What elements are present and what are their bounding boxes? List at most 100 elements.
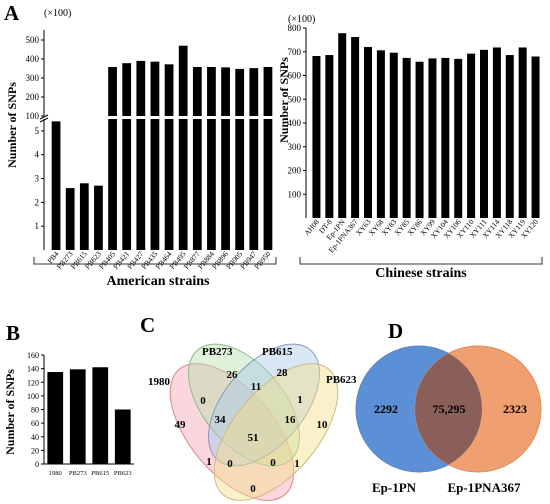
bar [51,121,61,250]
x-tick-label: PB623 [114,470,132,477]
panel-c-letter: C [140,313,155,337]
bar [376,50,385,219]
tick-label: 3 [35,174,40,184]
tick-label: 300 [26,73,40,83]
venn-c-region-value: 0 [227,458,233,470]
panel-a-right-ticks: 100 200 300 400 500 600 700 800 [288,23,307,218]
bar [351,37,360,219]
venn-c-region-value: 1 [206,456,212,468]
bar [94,185,103,250]
bar [263,119,273,250]
bar [249,119,259,250]
bar [531,56,540,218]
bar [114,409,131,464]
bar [454,58,463,218]
tick-label: 700 [288,47,302,57]
tick-label: 100 [26,111,40,121]
venn-c-region-value: 0 [200,395,206,407]
bar [312,56,321,219]
panel-a-right-ylabel: Number of SNPs [277,57,291,143]
bar [389,52,398,219]
bar [505,55,514,219]
panel-a-right-multiplier: (×100) [288,14,315,25]
panel-a-left-multiplier: (×100) [44,8,71,19]
bar [235,119,245,250]
bar [441,57,450,218]
tick-label: 600 [288,71,302,81]
tick-label: 500 [288,94,302,104]
bar [192,119,202,250]
tick-label: 300 [288,142,302,152]
x-tick-label: 1980 [49,470,62,477]
bar [492,47,501,218]
bar [235,68,245,116]
tick-label: 200 [26,92,40,102]
bar [47,372,64,464]
venn-d-only-left: 2292 [374,402,398,416]
bar [207,66,216,116]
bar [178,45,188,117]
bar [518,47,527,218]
venn-c-region-value: 11 [251,381,261,393]
venn-c-set-1980: 1980 [148,376,171,388]
venn-c-region-value: 26 [227,369,239,381]
panel-a-left-bars [51,45,273,250]
bar [249,68,259,116]
bar [207,119,216,250]
bar [108,119,117,250]
tick-label: 80 [31,406,39,415]
bar [364,47,372,218]
venn-c-region-value: 1 [294,458,300,470]
bar [338,33,347,218]
venn-c-ellipse-1980 [169,363,295,501]
venn-c-ellipse-pb623 [213,363,339,501]
panel-a-letter: A [4,1,20,25]
venn-c-region-value: 49 [175,419,187,431]
venn-d-label-ep1pna367: Ep-1PNA367 [448,480,521,495]
group-bracket-american: American strains [33,257,277,289]
bar [263,66,273,116]
venn-c-ellipse-pb615 [207,343,321,467]
venn-c-set-pb623: PB623 [326,374,357,386]
tick-label: 800 [288,23,302,33]
bar [122,119,132,250]
bar [325,55,334,219]
bar [108,66,117,116]
bar [192,66,202,116]
venn-c-set-pb615: PB615 [262,346,293,358]
venn-d-overlap [415,346,482,472]
panel-b-letter: B [6,321,20,345]
axis-break-mark [39,114,49,120]
venn-c-region-value: 51 [248,432,259,444]
panel-b-xticklabels: 1980 PB273 PB615 PB623 [49,470,132,477]
venn-c-region-value: 10 [317,419,329,431]
group-label-chinese: Chinese strains [375,266,467,281]
tick-label: 140 [27,365,39,374]
tick-label: 0 [35,460,39,469]
venn-c-region-value: 0 [250,483,256,495]
tick-label: 5 [35,126,40,136]
x-tick-label: PB615 [91,470,109,477]
tick-label: 200 [288,166,302,176]
bar [136,60,146,116]
tick-label: 2 [35,197,40,207]
bar [221,67,230,116]
venn-d-shared: 75,295 [433,402,466,416]
axis-break-mark [39,117,49,123]
bar [150,119,160,250]
group-bracket-chinese: Chinese strains [299,257,543,281]
panel-c-venn: C 1980 PB273 PB615 PB623 49 26 28 10 0 1… [140,313,357,501]
panel-a-left-xticklabels: PB4PB273PB615PB623PB405PB421PB427PB435PB… [45,249,272,271]
bar [164,119,174,250]
bar [150,61,160,116]
bar [402,57,411,218]
panel-a-left-ticks: 100 200 300 400 500 1 2 3 4 5 [26,30,49,250]
tick-label: 20 [31,446,39,455]
panel-b-chart: B Number of SNPs 0 20 40 60 80 100 120 140 160 1… [3,321,134,477]
bar [136,119,146,250]
venn-d-only-right: 2323 [503,402,527,416]
bar [415,61,424,218]
panel-b-ylabel: Number of SNPs [3,369,17,455]
bar [428,58,437,219]
bar [467,53,476,219]
